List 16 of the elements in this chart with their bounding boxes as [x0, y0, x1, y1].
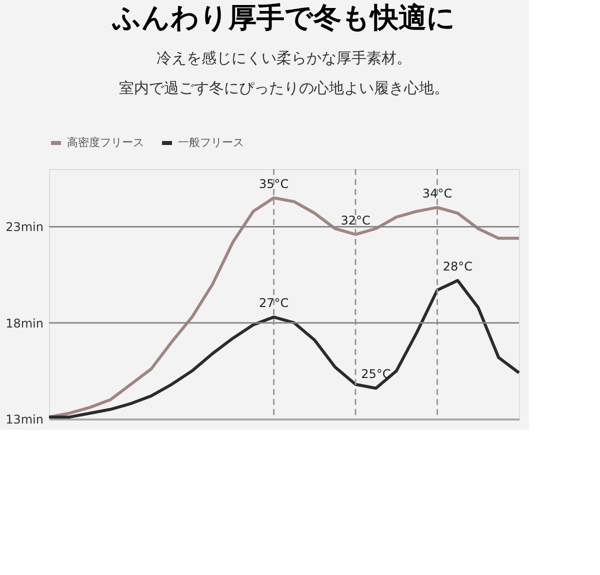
- y-tick-label: 23min: [6, 220, 44, 234]
- chart-title: ふんわり厚手で冬も快適に: [112, 1, 456, 34]
- text: 冷えを感じにくい柔らかな厚手素材。: [156, 49, 412, 67]
- annotation: 32°C: [340, 213, 370, 228]
- line-series: [48, 196, 520, 419]
- annotation: 27°C: [258, 296, 289, 310]
- annotation: 25°C: [361, 367, 391, 382]
- annotation: 28°C: [442, 260, 473, 274]
- text: 室内で過ごす冬にぴったりの心地よい履き心地。: [119, 79, 449, 97]
- y-tick-label: 18min: [6, 316, 44, 330]
- annotation: 35°C: [258, 176, 289, 191]
- annotation: 34°C: [422, 186, 452, 200]
- legend-label: 高密度フリース: [67, 136, 144, 149]
- y-tick-label: 13min: [6, 412, 44, 426]
- line-series: [48, 279, 520, 419]
- legend-label: 一般フリース: [178, 136, 244, 149]
